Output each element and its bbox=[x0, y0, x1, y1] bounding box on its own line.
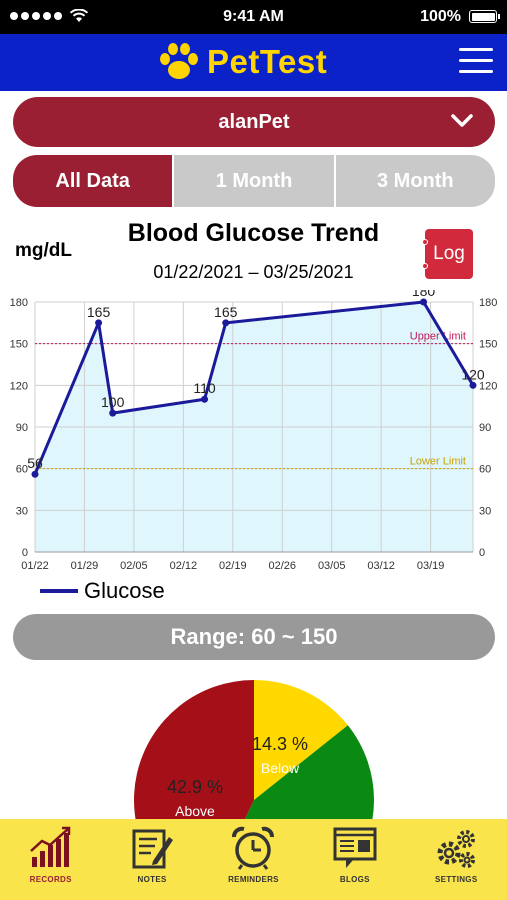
reference-line-label: Upper Limit bbox=[410, 331, 466, 343]
y-tick-label-right: 30 bbox=[479, 505, 491, 517]
tab-all-data[interactable]: All Data bbox=[13, 155, 173, 207]
nav-label-records: RECORDS bbox=[29, 875, 72, 884]
y-tick-label-right: 120 bbox=[479, 380, 497, 392]
y-tick-label-left: 120 bbox=[10, 380, 28, 392]
pie-slice bbox=[134, 680, 254, 820]
glucose-data-label: 180 bbox=[412, 290, 436, 299]
glucose-point bbox=[109, 409, 117, 417]
gears-icon bbox=[437, 830, 476, 868]
y-tick-label-left: 180 bbox=[10, 297, 28, 309]
x-tick-label: 01/29 bbox=[71, 560, 99, 572]
glucose-point bbox=[95, 319, 103, 327]
nav-notes[interactable]: NOTES bbox=[102, 819, 203, 884]
pie-slice-label-below: Below bbox=[261, 760, 300, 776]
nav-label-settings: SETTINGS bbox=[435, 875, 478, 884]
tab-3-month[interactable]: 3 Month bbox=[333, 155, 495, 207]
status-bar: 9:41 AM 100% bbox=[0, 0, 507, 34]
x-tick-label: 02/19 bbox=[219, 560, 247, 572]
y-tick-label-right: 150 bbox=[479, 339, 497, 351]
alarm-clock-icon bbox=[232, 826, 275, 870]
x-tick-label: 01/22 bbox=[21, 560, 49, 572]
x-tick-label: 02/12 bbox=[170, 560, 198, 572]
battery-percent: 100% bbox=[420, 8, 461, 25]
pet-selector-dropdown[interactable]: alanPet bbox=[13, 97, 495, 147]
chart-title: Blood Glucose Trend bbox=[127, 219, 380, 247]
pie-slice-label-above: Above bbox=[175, 803, 215, 819]
log-button-label: Log bbox=[433, 243, 465, 264]
glucose-point bbox=[469, 381, 477, 389]
pie-percent-label-above: 42.9 % bbox=[167, 777, 223, 797]
app-name: PetTest bbox=[207, 43, 328, 80]
hamburger-menu-icon[interactable] bbox=[459, 48, 493, 74]
y-tick-label-right: 90 bbox=[479, 422, 491, 434]
glucose-point bbox=[31, 470, 39, 478]
x-tick-label: 02/26 bbox=[268, 560, 296, 572]
nav-label-notes: NOTES bbox=[137, 875, 167, 884]
y-tick-label-left: 30 bbox=[16, 505, 28, 517]
notes-icon bbox=[132, 829, 174, 869]
status-time: 9:41 AM bbox=[223, 8, 284, 25]
glucose-data-label: 165 bbox=[87, 304, 111, 320]
x-tick-label: 03/19 bbox=[417, 560, 445, 572]
log-button[interactable]: Log bbox=[422, 229, 473, 279]
nav-label-blogs: BLOGS bbox=[339, 875, 370, 884]
app-header: PetTest bbox=[0, 34, 507, 91]
app-logo: PetTest bbox=[157, 42, 327, 82]
pie-slice bbox=[244, 725, 375, 820]
signal-strength-icon bbox=[10, 9, 89, 23]
glucose-data-label: 56 bbox=[27, 455, 43, 471]
time-range-tabs: All Data 1 Month 3 Month bbox=[13, 155, 495, 207]
date-range: 01/22/2021 – 03/25/2021 bbox=[153, 262, 354, 282]
y-tick-label-left: 90 bbox=[16, 422, 28, 434]
y-tick-label-left: 150 bbox=[10, 339, 28, 351]
battery-icon bbox=[469, 10, 500, 23]
glucose-distribution-pie: 14.3 % Below 42.9 % Above bbox=[134, 680, 375, 820]
reference-line-label: Lower Limit bbox=[410, 456, 466, 468]
chevron-down-icon bbox=[451, 114, 473, 127]
blogs-icon bbox=[333, 827, 377, 868]
glucose-point bbox=[420, 298, 428, 306]
wifi-icon bbox=[69, 9, 89, 22]
y-tick-label-left: 60 bbox=[16, 464, 28, 476]
glucose-point bbox=[222, 319, 230, 327]
nav-reminders[interactable]: REMINDERS bbox=[203, 819, 304, 884]
pie-slice bbox=[254, 680, 348, 800]
glucose-data-label: 100 bbox=[101, 394, 125, 410]
x-tick-label: 03/12 bbox=[367, 560, 395, 572]
nav-blogs[interactable]: BLOGS bbox=[304, 819, 405, 884]
y-tick-label-left: 0 bbox=[22, 547, 28, 559]
nav-settings[interactable]: SETTINGS bbox=[406, 819, 507, 884]
y-tick-label-right: 0 bbox=[479, 547, 485, 559]
unit-label: mg/dL bbox=[15, 240, 72, 261]
chart-legend: Glucose bbox=[40, 578, 165, 604]
nav-records[interactable]: RECORDS bbox=[0, 819, 101, 884]
tab-1-month[interactable]: 1 Month bbox=[172, 155, 334, 207]
x-tick-label: 02/05 bbox=[120, 560, 148, 572]
bottom-navigation: RECORDS NOTES REMINDERS bbox=[0, 819, 507, 900]
range-indicator: Range: 60 ~ 150 bbox=[13, 614, 495, 660]
x-tick-label: 03/05 bbox=[318, 560, 346, 572]
pet-selector-value: alanPet bbox=[218, 110, 290, 133]
glucose-data-label: 110 bbox=[193, 380, 216, 396]
legend-swatch bbox=[40, 589, 78, 593]
paw-icon bbox=[160, 43, 198, 79]
records-chart-icon bbox=[29, 826, 70, 867]
legend-label-glucose: Glucose bbox=[84, 578, 165, 603]
y-tick-label-right: 180 bbox=[479, 297, 497, 309]
glucose-point bbox=[201, 395, 209, 403]
glucose-data-label: 165 bbox=[214, 304, 238, 320]
pie-percent-label-below: 14.3 % bbox=[252, 734, 308, 754]
glucose-data-label: 120 bbox=[461, 366, 485, 382]
nav-label-reminders: REMINDERS bbox=[228, 875, 279, 884]
y-tick-label-right: 60 bbox=[479, 464, 491, 476]
